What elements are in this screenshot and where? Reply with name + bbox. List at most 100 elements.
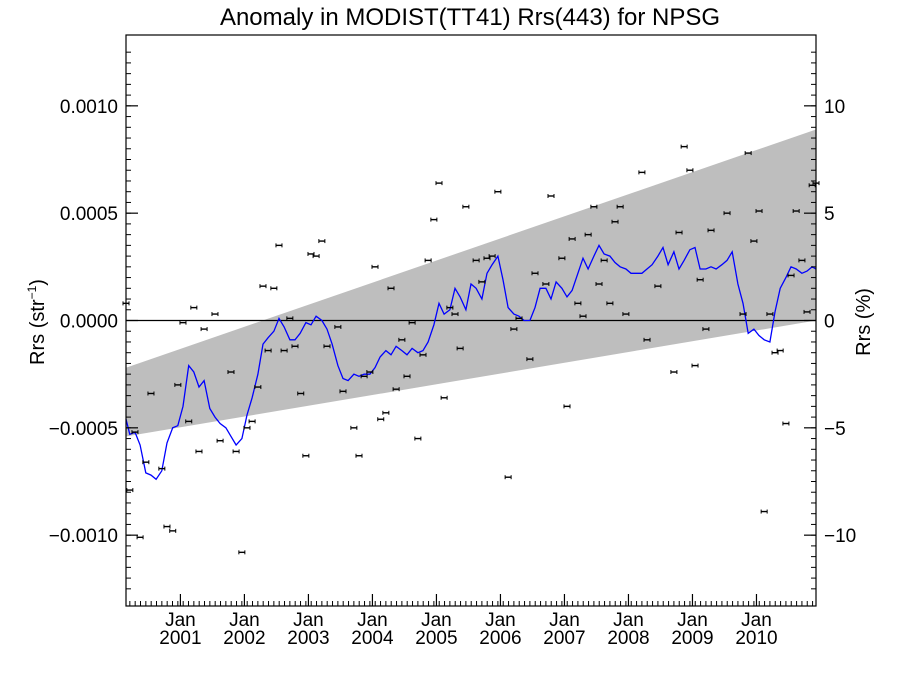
data-point	[739, 312, 747, 317]
data-point	[456, 346, 464, 351]
anomaly-trend-line	[125, 244, 817, 481]
y-tick-label-right: 5	[824, 204, 835, 225]
data-point	[670, 370, 678, 375]
chart-title: Anomaly in MODIST(TT41) Rrs(443) for NPS…	[220, 4, 720, 31]
y-axis-label-left-superscript: −1	[25, 285, 39, 299]
data-point	[339, 389, 347, 394]
data-point	[169, 528, 177, 533]
data-point	[424, 258, 432, 263]
data-point	[680, 144, 688, 149]
x-tick-label-month: Jan	[293, 610, 324, 631]
data-point	[808, 183, 816, 188]
data-point	[126, 488, 134, 493]
data-point	[446, 305, 454, 310]
data-point	[478, 279, 486, 284]
trend-band	[126, 129, 816, 437]
data-point	[408, 320, 416, 325]
x-tick-label-month: Jan	[229, 610, 260, 631]
data-point	[643, 337, 651, 342]
data-point	[179, 320, 187, 325]
data-point	[494, 189, 502, 194]
data-point	[382, 410, 390, 415]
data-point	[200, 327, 208, 332]
data-point	[392, 387, 400, 392]
y-tick-label-left: 0.0005	[60, 204, 118, 225]
x-tick-label-month: Jan	[485, 610, 516, 631]
data-point	[238, 550, 246, 555]
data-point	[803, 309, 811, 314]
y-tick-label-right: 10	[824, 97, 845, 118]
data-point	[686, 168, 694, 173]
data-point	[782, 421, 790, 426]
data-point	[488, 254, 496, 259]
data-point	[323, 344, 331, 349]
y-axis-label-left-close: )	[27, 279, 49, 286]
data-point	[542, 282, 550, 287]
data-point	[616, 204, 624, 209]
data-point	[787, 273, 795, 278]
data-point	[472, 258, 480, 263]
data-point	[760, 509, 768, 514]
data-point	[798, 258, 806, 263]
data-point	[227, 370, 235, 375]
data-point	[611, 219, 619, 224]
y-tick-label-left: −0.0005	[49, 419, 118, 440]
data-point	[483, 256, 491, 261]
x-tick-label-year: 2001	[159, 628, 201, 649]
data-point	[755, 209, 763, 214]
data-point	[638, 170, 646, 175]
data-point	[302, 453, 310, 458]
data-point	[243, 425, 251, 430]
data-point	[563, 404, 571, 409]
data-point	[568, 236, 576, 241]
x-tick-label-year: 2007	[543, 628, 585, 649]
scatter-points	[122, 144, 820, 555]
x-tick-label-year: 2008	[607, 628, 649, 649]
data-point	[366, 370, 374, 375]
data-point	[377, 417, 385, 422]
data-point	[158, 466, 166, 471]
data-point	[136, 535, 144, 540]
x-tick-label-year: 2010	[735, 628, 777, 649]
data-point	[584, 232, 592, 237]
data-point	[387, 286, 395, 291]
data-point	[142, 460, 150, 465]
x-tick-label-month: Jan	[357, 610, 388, 631]
x-tick-label-year: 2003	[287, 628, 329, 649]
data-point	[654, 284, 662, 289]
data-point	[766, 312, 774, 317]
data-point	[163, 524, 171, 529]
data-point	[211, 312, 219, 317]
y-tick-label-left: 0.0010	[60, 97, 118, 118]
x-tick-label-month: Jan	[549, 610, 580, 631]
data-point	[435, 181, 443, 186]
y-axis-label-left: Rrs (str−1)	[25, 279, 49, 365]
data-point	[696, 277, 704, 282]
data-point	[291, 344, 299, 349]
data-point	[707, 228, 715, 233]
data-point	[590, 204, 598, 209]
x-tick-label-year: 2005	[415, 628, 457, 649]
x-tick-label-year: 2004	[351, 628, 394, 649]
y-tick-label-right: −10	[824, 526, 856, 547]
data-point	[334, 324, 342, 329]
data-point	[462, 204, 470, 209]
data-point	[579, 314, 587, 319]
data-point	[259, 284, 267, 289]
data-point	[248, 419, 256, 424]
axis-ticks: 0.0010 0.0005 0.0000 −0.0005 −0.0010 10 5 0 −5 −1…	[49, 51, 856, 649]
y-tick-label-left: 0.0000	[60, 312, 118, 333]
data-point	[595, 282, 603, 287]
data-point	[430, 217, 438, 222]
data-point	[280, 348, 288, 353]
data-point	[419, 352, 427, 357]
data-point	[606, 301, 614, 306]
data-point	[403, 374, 411, 379]
data-point	[504, 475, 512, 480]
data-point	[398, 337, 406, 342]
data-point	[350, 425, 358, 430]
data-point	[190, 305, 198, 310]
x-tick-label-month: Jan	[613, 610, 644, 631]
